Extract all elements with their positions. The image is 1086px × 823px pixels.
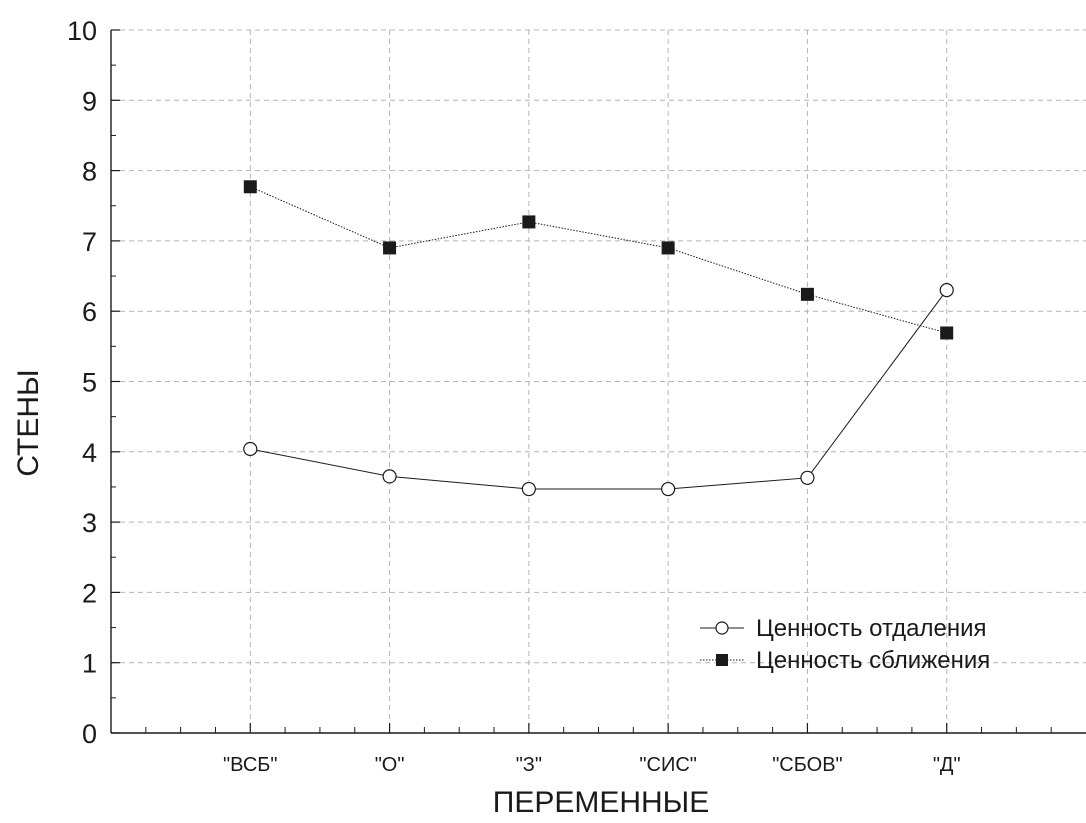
data-point-circle <box>521 481 536 497</box>
data-point-circle <box>382 469 397 484</box>
legend-label: Ценность сближения <box>756 647 990 674</box>
legend-marker-circle <box>715 621 729 635</box>
y-tick-label: 10 <box>67 16 97 46</box>
data-point-circle <box>800 470 815 485</box>
x-tick-label: "Д" <box>933 754 961 776</box>
data-point-square <box>661 241 675 255</box>
data-point-circle <box>661 481 676 497</box>
series-line <box>250 186 947 334</box>
y-tick-label: 4 <box>82 438 97 468</box>
y-tick-label: 6 <box>82 297 97 327</box>
data-point-square <box>243 180 257 194</box>
y-tick-label: 8 <box>82 157 97 187</box>
series-1 <box>243 283 954 497</box>
data-series <box>243 180 954 497</box>
y-tick-label: 3 <box>82 508 97 538</box>
data-point-square <box>940 326 954 340</box>
legend-item: Ценность отдаления <box>700 615 987 642</box>
y-tick-label: 7 <box>82 227 97 257</box>
y-axis-title: СТЕНЫ <box>12 369 45 476</box>
series-2 <box>243 180 954 340</box>
data-point-square <box>383 241 397 255</box>
legend-label: Ценность отдаления <box>756 615 987 642</box>
x-tick-label: "О" <box>375 754 405 776</box>
x-tick-label: "ВСБ" <box>223 754 277 776</box>
y-tick-label: 9 <box>82 86 97 116</box>
y-tick-label: 0 <box>82 719 97 749</box>
x-tick-label: "СИС" <box>639 754 696 776</box>
data-point-circle <box>243 441 258 457</box>
x-tick-label: "З" <box>516 754 542 776</box>
y-tick-label: 5 <box>82 368 97 398</box>
y-tick-label: 1 <box>82 649 97 679</box>
data-point-circle <box>939 283 954 298</box>
grid-lines <box>111 29 1086 733</box>
series-line <box>250 289 948 490</box>
legend: Ценность отдаления Ценность сближения <box>700 615 990 674</box>
data-point-square <box>800 287 814 301</box>
data-point-square <box>522 215 536 229</box>
x-tick-label: "СБОВ" <box>772 754 842 776</box>
axes: 0 1 2 3 4 5 6 7 8 9 10 "ВСБ" "О" "З" "СИС" "СБОВ" "Д" <box>67 16 1086 776</box>
legend-marker-square <box>716 654 728 666</box>
x-axis-title: ПЕРЕМЕННЫЕ <box>493 786 710 819</box>
legend-item: Ценность сближения <box>700 647 990 674</box>
y-tick-label: 2 <box>82 578 97 608</box>
